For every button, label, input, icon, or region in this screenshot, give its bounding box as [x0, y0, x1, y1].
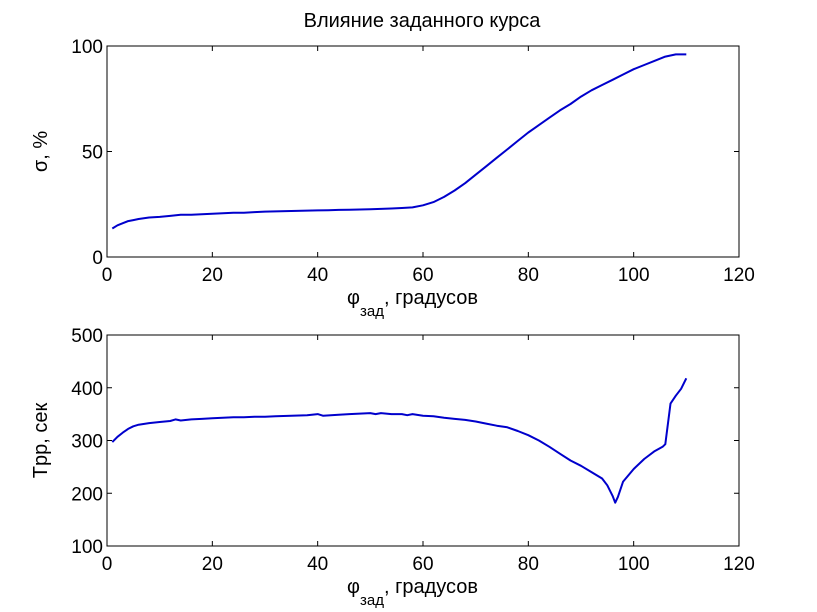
x-tick-label: 80 — [518, 554, 539, 575]
y-tick-label: 300 — [71, 432, 103, 453]
top-chart: 0 20 40 60 80 100 120 0 50 100 φзад, градусов σ, % — [30, 37, 755, 320]
x-tick-label: 20 — [202, 265, 223, 286]
x-tick-label: 20 — [202, 554, 223, 575]
x-axis-label: φзад, градусов — [347, 576, 478, 609]
x-tick-label: 0 — [102, 265, 113, 286]
figure-title: Влияние заданного курса — [304, 10, 542, 32]
x-axis-label: φзад, градусов — [347, 287, 478, 320]
series-line — [111, 53, 687, 230]
x-tick-label: 120 — [723, 265, 755, 286]
x-axis-label-subscript: зад — [360, 592, 384, 609]
y-tick-label: 200 — [71, 484, 103, 505]
x-tick-label: 60 — [412, 265, 433, 286]
x-axis-label-suffix: , градусов — [384, 576, 478, 598]
x-tick-label: 40 — [307, 554, 328, 575]
x-tick-label: 40 — [307, 265, 328, 286]
y-tick-label: 100 — [71, 37, 103, 58]
y-tick-label: 100 — [71, 537, 103, 558]
axes-frame — [106, 45, 740, 258]
x-axis-label-symbol: φ — [347, 576, 360, 598]
y-tick-label: 400 — [71, 379, 103, 400]
x-tick-label: 120 — [723, 554, 755, 575]
x-axis-label-suffix: , градусов — [384, 287, 478, 309]
y-tick-label: 0 — [92, 248, 103, 269]
y-tick-label: 50 — [82, 143, 103, 164]
x-axis-label-symbol: φ — [347, 287, 360, 309]
series-line — [111, 377, 688, 504]
x-tick-label: 100 — [618, 554, 650, 575]
x-tick-label: 80 — [518, 265, 539, 286]
bottom-chart: 0 20 40 60 80 100 120 100 200 300 400 500 φзад, град… — [30, 326, 755, 609]
y-axis-label: σ, % — [30, 131, 52, 172]
x-tick-label: 60 — [412, 554, 433, 575]
x-tick-label: 0 — [102, 554, 113, 575]
axes-frame — [106, 334, 740, 547]
x-axis-label-subscript: зад — [360, 303, 384, 320]
x-tick-label: 100 — [618, 265, 650, 286]
y-tick-label: 500 — [71, 326, 103, 347]
y-axis-label: Tрр, сек — [30, 403, 52, 479]
